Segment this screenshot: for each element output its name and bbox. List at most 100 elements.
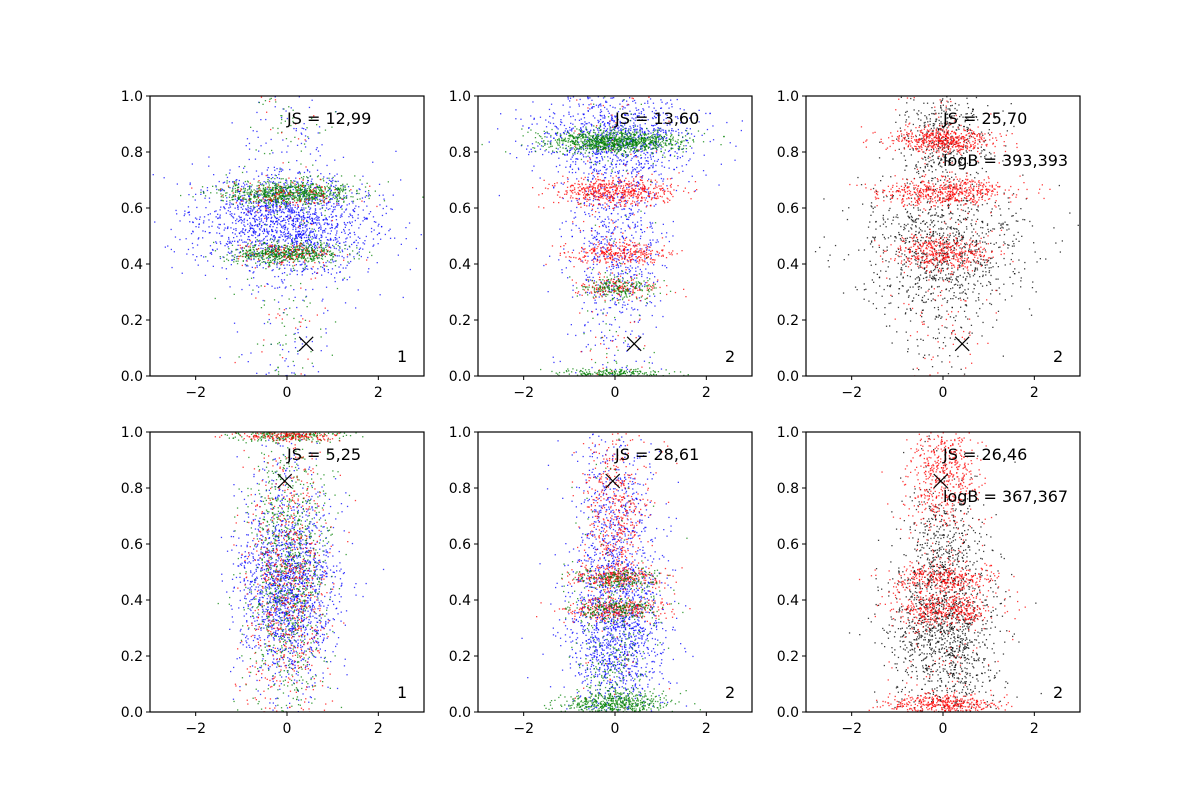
- scatter-point: [687, 132, 689, 134]
- scatter-point: [567, 96, 569, 98]
- scatter-point: [273, 253, 275, 256]
- scatter-point: [299, 325, 302, 328]
- scatter-point: [318, 262, 321, 264]
- scatter-point: [280, 198, 282, 201]
- scatter-point: [305, 336, 308, 338]
- scatter-point: [606, 152, 608, 154]
- scatter-point: [357, 252, 359, 254]
- scatter-point: [302, 178, 304, 180]
- scatter-point: [611, 261, 613, 263]
- scatter-point: [606, 231, 608, 233]
- scatter-point: [271, 250, 273, 252]
- scatter-point: [585, 279, 587, 281]
- scatter-point: [198, 226, 200, 228]
- scatter-point: [266, 283, 268, 285]
- scatter-point: [259, 241, 261, 243]
- scatter-point: [214, 210, 216, 213]
- scatter-point: [218, 232, 221, 235]
- scatter-point: [240, 222, 243, 224]
- scatter-point: [597, 161, 599, 163]
- scatter-point: [219, 256, 221, 258]
- scatter-point: [239, 193, 241, 195]
- scatter-point: [331, 223, 333, 225]
- scatter-point: [241, 248, 243, 250]
- scatter-point: [244, 194, 246, 196]
- scatter-point: [259, 264, 261, 266]
- scatter-point: [331, 180, 333, 183]
- scatter-point: [299, 236, 301, 238]
- scatter-point: [292, 204, 294, 206]
- scatter-point: [655, 241, 657, 244]
- scatter-point: [247, 205, 249, 207]
- scatter-point: [231, 199, 233, 201]
- scatter-point: [336, 272, 338, 274]
- scatter-point: [266, 224, 268, 226]
- scatter-point: [237, 220, 240, 223]
- scatter-point: [276, 230, 278, 232]
- scatter-point: [635, 267, 637, 269]
- scatter-point: [591, 310, 593, 313]
- scatter-point: [595, 153, 597, 155]
- scatter-point: [276, 199, 278, 201]
- scatter-point: [670, 132, 672, 134]
- scatter-point: [273, 182, 275, 185]
- scatter-point: [310, 190, 312, 192]
- scatter-point: [405, 238, 407, 240]
- scatter-point: [634, 168, 636, 170]
- scatter-point: [640, 217, 642, 219]
- scatter-point: [629, 265, 632, 267]
- scatter-point: [594, 302, 596, 304]
- scatter-point: [276, 264, 278, 266]
- scatter-point: [303, 244, 306, 247]
- scatter-point: [303, 252, 305, 254]
- scatter-point: [669, 154, 671, 157]
- scatter-point: [248, 270, 251, 272]
- scatter-point: [597, 284, 599, 286]
- scatter-point: [256, 266, 258, 268]
- scatter-point: [297, 220, 299, 222]
- scatter-point: [328, 251, 331, 253]
- scatter-point: [574, 153, 576, 155]
- scatter-point: [256, 130, 258, 133]
- scatter-point: [598, 152, 600, 154]
- scatter-point: [606, 194, 608, 196]
- scatter-point: [267, 261, 269, 263]
- scatter-point: [279, 261, 281, 263]
- scatter-point: [246, 191, 248, 194]
- scatter-point: [318, 188, 320, 190]
- scatter-point: [296, 191, 298, 193]
- scatter-point: [609, 104, 611, 107]
- scatter-point: [251, 293, 253, 295]
- scatter-point: [569, 129, 571, 131]
- scatter-point: [622, 261, 624, 263]
- scatter-point: [254, 233, 256, 235]
- scatter-point: [567, 333, 569, 335]
- scatter-point: [382, 194, 384, 196]
- scatter-point: [283, 203, 285, 205]
- y-tick-label: 0.4: [121, 257, 143, 273]
- scatter-point: [600, 309, 602, 311]
- scatter-point: [318, 194, 321, 196]
- scatter-point: [582, 230, 585, 232]
- scatter-point: [263, 229, 266, 231]
- scatter-point: [625, 272, 627, 274]
- scatter-point: [300, 236, 303, 238]
- scatter-point: [606, 267, 608, 269]
- scatter-point: [308, 186, 310, 188]
- scatter-point: [227, 226, 229, 228]
- scatter-point: [184, 210, 186, 212]
- scatter-point: [297, 206, 299, 208]
- scatter-point: [282, 200, 284, 202]
- scatter-point: [581, 131, 583, 133]
- scatter-point: [329, 239, 331, 241]
- scatter-point: [203, 256, 205, 258]
- scatter-point: [264, 189, 267, 191]
- scatter-point: [270, 221, 272, 223]
- scatter-point: [316, 198, 318, 200]
- scatter-point: [267, 194, 269, 196]
- scatter-point: [248, 258, 250, 260]
- scatter-point: [334, 180, 336, 182]
- scatter-point: [333, 203, 335, 205]
- scatter-point: [630, 127, 632, 129]
- scatter-point: [254, 195, 256, 197]
